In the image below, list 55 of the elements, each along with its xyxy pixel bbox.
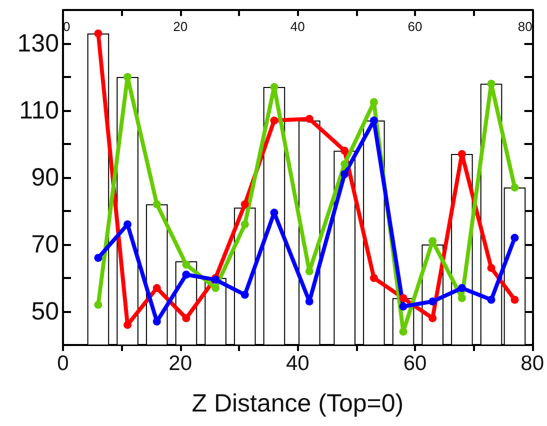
point xyxy=(428,297,437,306)
point xyxy=(305,114,314,123)
point xyxy=(510,234,519,242)
point xyxy=(240,290,249,299)
point xyxy=(487,80,496,88)
point xyxy=(94,254,102,262)
point xyxy=(399,294,408,302)
x2-tick-label: 0 xyxy=(57,352,69,375)
point xyxy=(305,267,314,276)
point xyxy=(458,284,466,292)
point xyxy=(458,294,466,302)
point xyxy=(240,200,249,208)
point xyxy=(340,146,349,155)
x-tick-label: 40 xyxy=(290,19,305,34)
point xyxy=(370,274,378,282)
point xyxy=(270,83,278,92)
point xyxy=(340,170,349,178)
point xyxy=(487,264,496,272)
point xyxy=(240,220,249,228)
point xyxy=(182,270,190,279)
point xyxy=(94,300,102,309)
point xyxy=(399,328,408,336)
point xyxy=(152,284,161,292)
x-axis-title: Z Distance (Top=0) xyxy=(192,390,404,418)
x-tick-label: 20 xyxy=(173,19,188,34)
y-tick-label: 50 xyxy=(31,298,59,326)
point xyxy=(124,73,132,81)
x-tick-label: 60 xyxy=(408,19,422,34)
point xyxy=(340,160,349,168)
point xyxy=(212,284,220,292)
point xyxy=(428,314,437,322)
point xyxy=(152,200,161,208)
point xyxy=(124,320,132,329)
point xyxy=(458,150,466,158)
x2-tick-label: 20 xyxy=(168,352,192,375)
point xyxy=(94,29,102,38)
y-tick-label: 130 xyxy=(17,30,59,58)
point xyxy=(270,116,278,125)
point xyxy=(124,220,132,228)
point xyxy=(510,184,519,192)
point xyxy=(182,260,190,269)
point xyxy=(370,98,378,106)
point xyxy=(370,116,378,125)
x-tick-label: 80 xyxy=(518,19,532,34)
point xyxy=(152,318,161,326)
y-tick-label: 110 xyxy=(19,96,59,124)
point xyxy=(487,296,496,304)
point xyxy=(182,314,190,322)
x2-tick-label: 40 xyxy=(286,352,310,375)
point xyxy=(510,296,519,304)
y-tick-label: 70 xyxy=(31,230,59,258)
point xyxy=(399,302,408,310)
x2-tick-label: 60 xyxy=(403,352,427,375)
y-tick-label: 90 xyxy=(31,164,59,192)
x2-tick-label: 80 xyxy=(520,352,544,375)
